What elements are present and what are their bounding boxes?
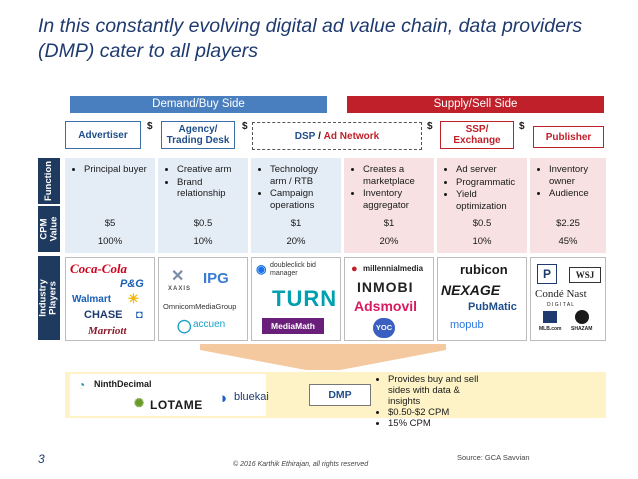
logo-mopub: mopub xyxy=(450,319,484,331)
logo-coca-cola: Coca-Cola xyxy=(70,261,128,276)
column-ssp: Ad serverProgrammaticYield optimization … xyxy=(437,158,527,253)
role-agency: Agency/Trading Desk xyxy=(161,121,235,149)
copyright: © 2016 Karthik Ethirajan, all rights res… xyxy=(233,461,369,468)
logo-conde-nast: Condé Nast xyxy=(535,288,587,300)
publisher-p-icon: P xyxy=(537,264,557,284)
dmp-point-1: Provides buy and sell sides with data & … xyxy=(388,374,488,407)
flow-dollar-3: $ xyxy=(427,121,433,132)
logo-lotame: LOTAME xyxy=(150,398,203,412)
logo-yoc: YOC xyxy=(373,318,395,338)
role-publisher: Publisher xyxy=(533,126,604,148)
row-label-industry: Industry Players xyxy=(38,256,60,340)
dmp-box: DMP xyxy=(309,384,371,406)
logos-dsp: ◉ doubleclick bid manager TURN MediaMath xyxy=(251,257,341,341)
accuen-ring-icon: ◯ xyxy=(177,318,192,333)
bluekai-icon: ◑ xyxy=(218,390,228,407)
logo-adsmovil: Adsmovil xyxy=(354,298,418,314)
logo-accuen: accuen xyxy=(193,319,226,330)
doubleclick-icon: ◉ xyxy=(256,262,267,276)
supply-side-bar: Supply/Sell Side xyxy=(347,96,604,113)
page-title: In this constantly evolving digital ad v… xyxy=(38,15,583,62)
logos-ad-network: ● millennialmedia INMOBI Adsmovil YOC xyxy=(344,257,434,341)
mlb-icon xyxy=(543,311,557,323)
column-advertiser: Principal buyer $5 100% xyxy=(65,158,155,253)
logo-chase: CHASE xyxy=(84,309,123,321)
logo-xaxis: XAXIS xyxy=(168,286,192,292)
logos-dmp: ◔ NinthDecimal ✺ LOTAME ◑ bluekai xyxy=(70,374,269,416)
row-label-function: Function xyxy=(38,158,60,204)
column-ad-network: Creates a marketplaceInventory aggregato… xyxy=(344,158,434,253)
logo-pubmatic: PubMatic xyxy=(468,301,517,313)
logo-marriott: Marriott xyxy=(88,325,127,337)
logo-conde-nast-digital: D I G I T A L xyxy=(547,302,575,308)
column-dsp: Technology arm / RTBCampaign operations … xyxy=(251,158,341,253)
xaxis-mark-icon: ✕ xyxy=(171,268,185,285)
logo-wsj: WSJ xyxy=(569,267,601,283)
logos-publisher: P WSJ Condé Nast D I G I T A L MLB.com S… xyxy=(530,257,606,341)
logo-nexage: NEXAGE xyxy=(441,282,501,298)
source-note: Source: GCA Savvian xyxy=(457,453,530,462)
column-agency: Creative armBrand relationship $0.5 10% xyxy=(158,158,248,253)
logos-advertiser: Coca-Cola P&G Walmart ✳ CHASE ◘ Marriott xyxy=(65,257,155,341)
shazam-icon xyxy=(575,310,589,324)
chase-octagon-icon: ◘ xyxy=(136,309,143,321)
page-number: 3 xyxy=(38,452,45,466)
logo-bluekai: bluekai xyxy=(234,391,269,403)
logos-ssp: rubicon NEXAGE PubMatic mopub xyxy=(437,257,527,341)
walmart-spark-icon: ✳ xyxy=(128,291,139,306)
column-publisher: Inventory ownerAudience $2.25 45% xyxy=(530,158,606,253)
dmp-description: Provides buy and sell sides with data & … xyxy=(378,374,602,429)
role-ssp: SSP/Exchange xyxy=(440,121,514,149)
logo-ipg: IPG xyxy=(203,270,229,287)
dmp-point-3: 15% CPM xyxy=(388,418,602,429)
dmp-point-2: $0.50-$2 CPM xyxy=(388,407,602,418)
logo-shazam: SHAZAM xyxy=(571,326,593,332)
role-advertiser: Advertiser xyxy=(65,121,141,149)
logo-ninthdecimal: NinthDecimal xyxy=(94,379,152,389)
logo-doubleclick: doubleclick bid manager xyxy=(270,262,316,277)
flow-dollar-4: $ xyxy=(519,121,525,132)
logo-pg: P&G xyxy=(120,278,144,290)
logo-mediamath: MediaMath xyxy=(262,318,324,334)
logo-omnicom: OmnicomMediaGroup xyxy=(163,302,237,311)
logo-turn: TURN xyxy=(272,286,338,311)
logos-agency: ✕ XAXIS IPG OmnicomMediaGroup ◯ accuen xyxy=(158,257,248,341)
lotame-icon: ✺ xyxy=(134,396,145,410)
funnel-arrow xyxy=(200,344,446,370)
flow-dollar-2: $ xyxy=(242,121,248,132)
millennial-icon: ● xyxy=(351,263,358,275)
funnel-shape xyxy=(200,344,446,370)
role-dsp-ad-network: DSP / Ad Network xyxy=(252,122,422,150)
ninthdecimal-icon: ◔ xyxy=(78,378,86,392)
logo-millennial: millennialmedia xyxy=(363,264,424,273)
logo-inmobi: INMOBI xyxy=(357,279,414,295)
logo-mlb: MLB.com xyxy=(539,326,562,332)
logo-rubicon: rubicon xyxy=(460,262,508,277)
demand-side-bar: Demand/Buy Side xyxy=(70,96,327,113)
logo-walmart: Walmart xyxy=(72,294,112,305)
row-label-cpm: CPM Value xyxy=(38,206,60,252)
flow-dollar-1: $ xyxy=(147,121,153,132)
